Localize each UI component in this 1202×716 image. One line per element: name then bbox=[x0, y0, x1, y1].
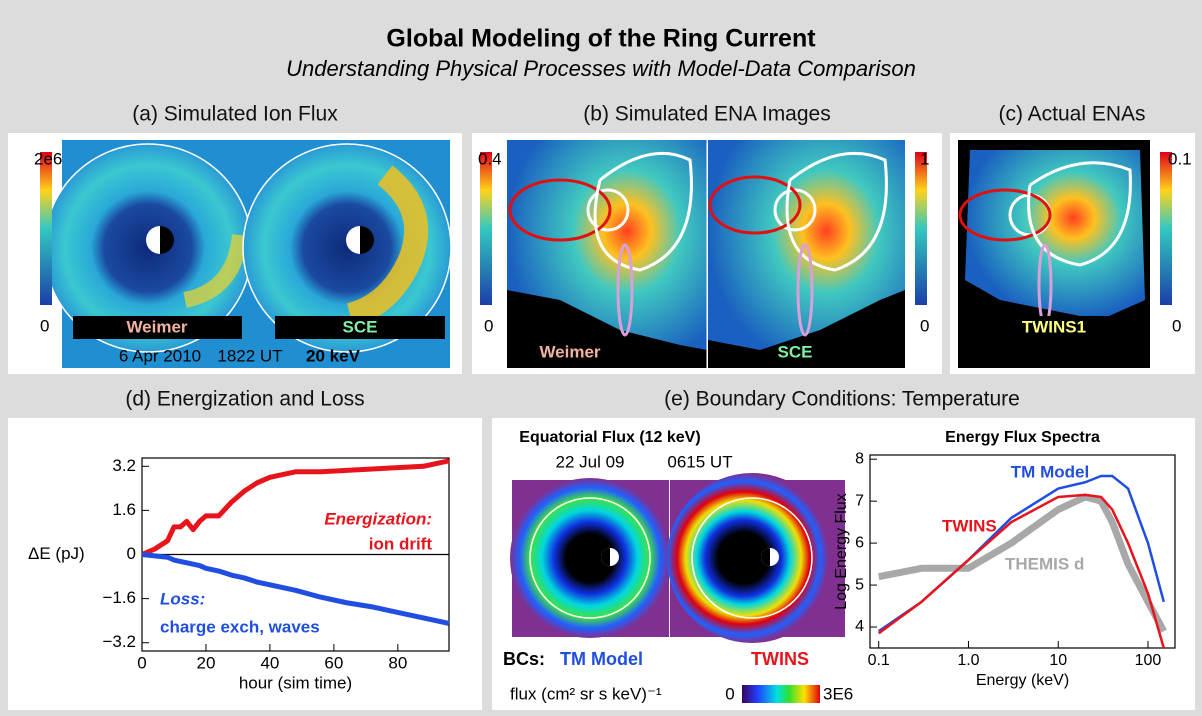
y-tick-label: −1.6 bbox=[102, 588, 136, 607]
chart-title: Energy Flux Spectra bbox=[945, 429, 1100, 446]
energy: 20 keV bbox=[306, 346, 361, 365]
y-tick-label: 4 bbox=[855, 618, 864, 635]
annotation: charge exch, waves bbox=[160, 617, 320, 636]
y-tick-label: 0 bbox=[127, 544, 136, 563]
series-label: TWINS bbox=[942, 516, 997, 535]
y-axis-label: Log Energy Flux bbox=[833, 493, 850, 610]
y-tick-label: 3.2 bbox=[112, 456, 136, 475]
y-tick-label: 6 bbox=[855, 534, 864, 551]
y-axis-label: ΔE (pJ) bbox=[28, 544, 85, 563]
map-title: Equatorial Flux (12 keV) bbox=[519, 429, 700, 446]
date: 22 Jul 09 bbox=[556, 452, 625, 471]
bc-right: TWINS bbox=[751, 649, 809, 669]
date: 6 Apr 2010 bbox=[119, 346, 201, 365]
tag: SCE bbox=[778, 342, 813, 361]
x-tick-label: 60 bbox=[324, 653, 343, 672]
series-label: TM Model bbox=[1011, 462, 1089, 481]
panel bbox=[8, 418, 482, 710]
colorbar-label: 0.4 bbox=[478, 149, 502, 168]
flux-label: flux (cm² sr s keV)⁻¹ bbox=[510, 684, 662, 703]
subtitle: Understanding Physical Processes with Mo… bbox=[286, 56, 916, 81]
x-tick-label: 10 bbox=[1049, 652, 1067, 669]
panel-label: (c) Actual ENAs bbox=[998, 103, 1145, 126]
x-tick-label: 0 bbox=[137, 653, 146, 672]
bcs-label: BCs: bbox=[503, 649, 545, 669]
colorbar bbox=[1160, 152, 1172, 305]
colorbar bbox=[742, 685, 820, 703]
colorbar-label: 0.1 bbox=[1168, 149, 1192, 168]
colorbar-label: 0 bbox=[920, 316, 929, 335]
bc-left: TM Model bbox=[560, 649, 643, 669]
tag: Weimer bbox=[126, 317, 187, 336]
y-tick-label: 7 bbox=[855, 492, 864, 509]
y-tick-label: 8 bbox=[855, 450, 864, 467]
colorbar bbox=[915, 152, 927, 305]
colorbar-label: 1 bbox=[920, 149, 929, 168]
x-axis-label: Energy (keV) bbox=[976, 672, 1069, 689]
series-label: THEMIS d bbox=[1005, 554, 1084, 573]
series-label: Loss: bbox=[160, 589, 205, 608]
colorbar-label: 2e6 bbox=[34, 149, 62, 168]
colorbar bbox=[480, 152, 492, 305]
y-tick-label: −3.2 bbox=[102, 632, 136, 651]
equatorial-flux-maps bbox=[510, 473, 845, 643]
time: 0615 UT bbox=[667, 452, 732, 471]
x-tick-label: 0.1 bbox=[868, 652, 890, 669]
panel-label: (e) Boundary Conditions: Temperature bbox=[664, 388, 1020, 411]
time: 1822 UT bbox=[217, 346, 282, 365]
x-tick-label: 40 bbox=[260, 653, 279, 672]
scale-label: 0 bbox=[725, 684, 734, 703]
x-tick-label: 1.0 bbox=[957, 652, 979, 669]
page: Global Modeling of the Ring Current Unde… bbox=[0, 0, 1202, 716]
tag: TWINS1 bbox=[1022, 317, 1086, 336]
panel-label: (b) Simulated ENA Images bbox=[583, 103, 830, 126]
panel-label: (a) Simulated Ion Flux bbox=[132, 103, 338, 126]
panel-label: (d) Energization and Loss bbox=[125, 388, 364, 411]
title: Global Modeling of the Ring Current bbox=[386, 25, 816, 53]
tag: Weimer bbox=[539, 342, 600, 361]
colorbar-label: 0 bbox=[1172, 316, 1181, 335]
x-tick-label: 80 bbox=[388, 653, 407, 672]
scale-label: 3E6 bbox=[823, 684, 853, 703]
x-tick-label: 20 bbox=[196, 653, 215, 672]
x-tick-label: 100 bbox=[1135, 652, 1162, 669]
ena-image bbox=[507, 140, 905, 368]
colorbar-label: 0 bbox=[40, 316, 49, 335]
series-label: Energization: bbox=[324, 509, 432, 528]
annotation: ion drift bbox=[369, 534, 433, 553]
x-axis-label: hour (sim time) bbox=[239, 673, 352, 692]
y-tick-label: 1.6 bbox=[112, 500, 136, 519]
y-tick-label: 5 bbox=[855, 576, 864, 593]
colorbar-label: 0 bbox=[484, 316, 493, 335]
colorbar bbox=[40, 152, 52, 305]
tag: SCE bbox=[343, 317, 378, 336]
figure: Global Modeling of the Ring Current Unde… bbox=[0, 0, 1202, 716]
